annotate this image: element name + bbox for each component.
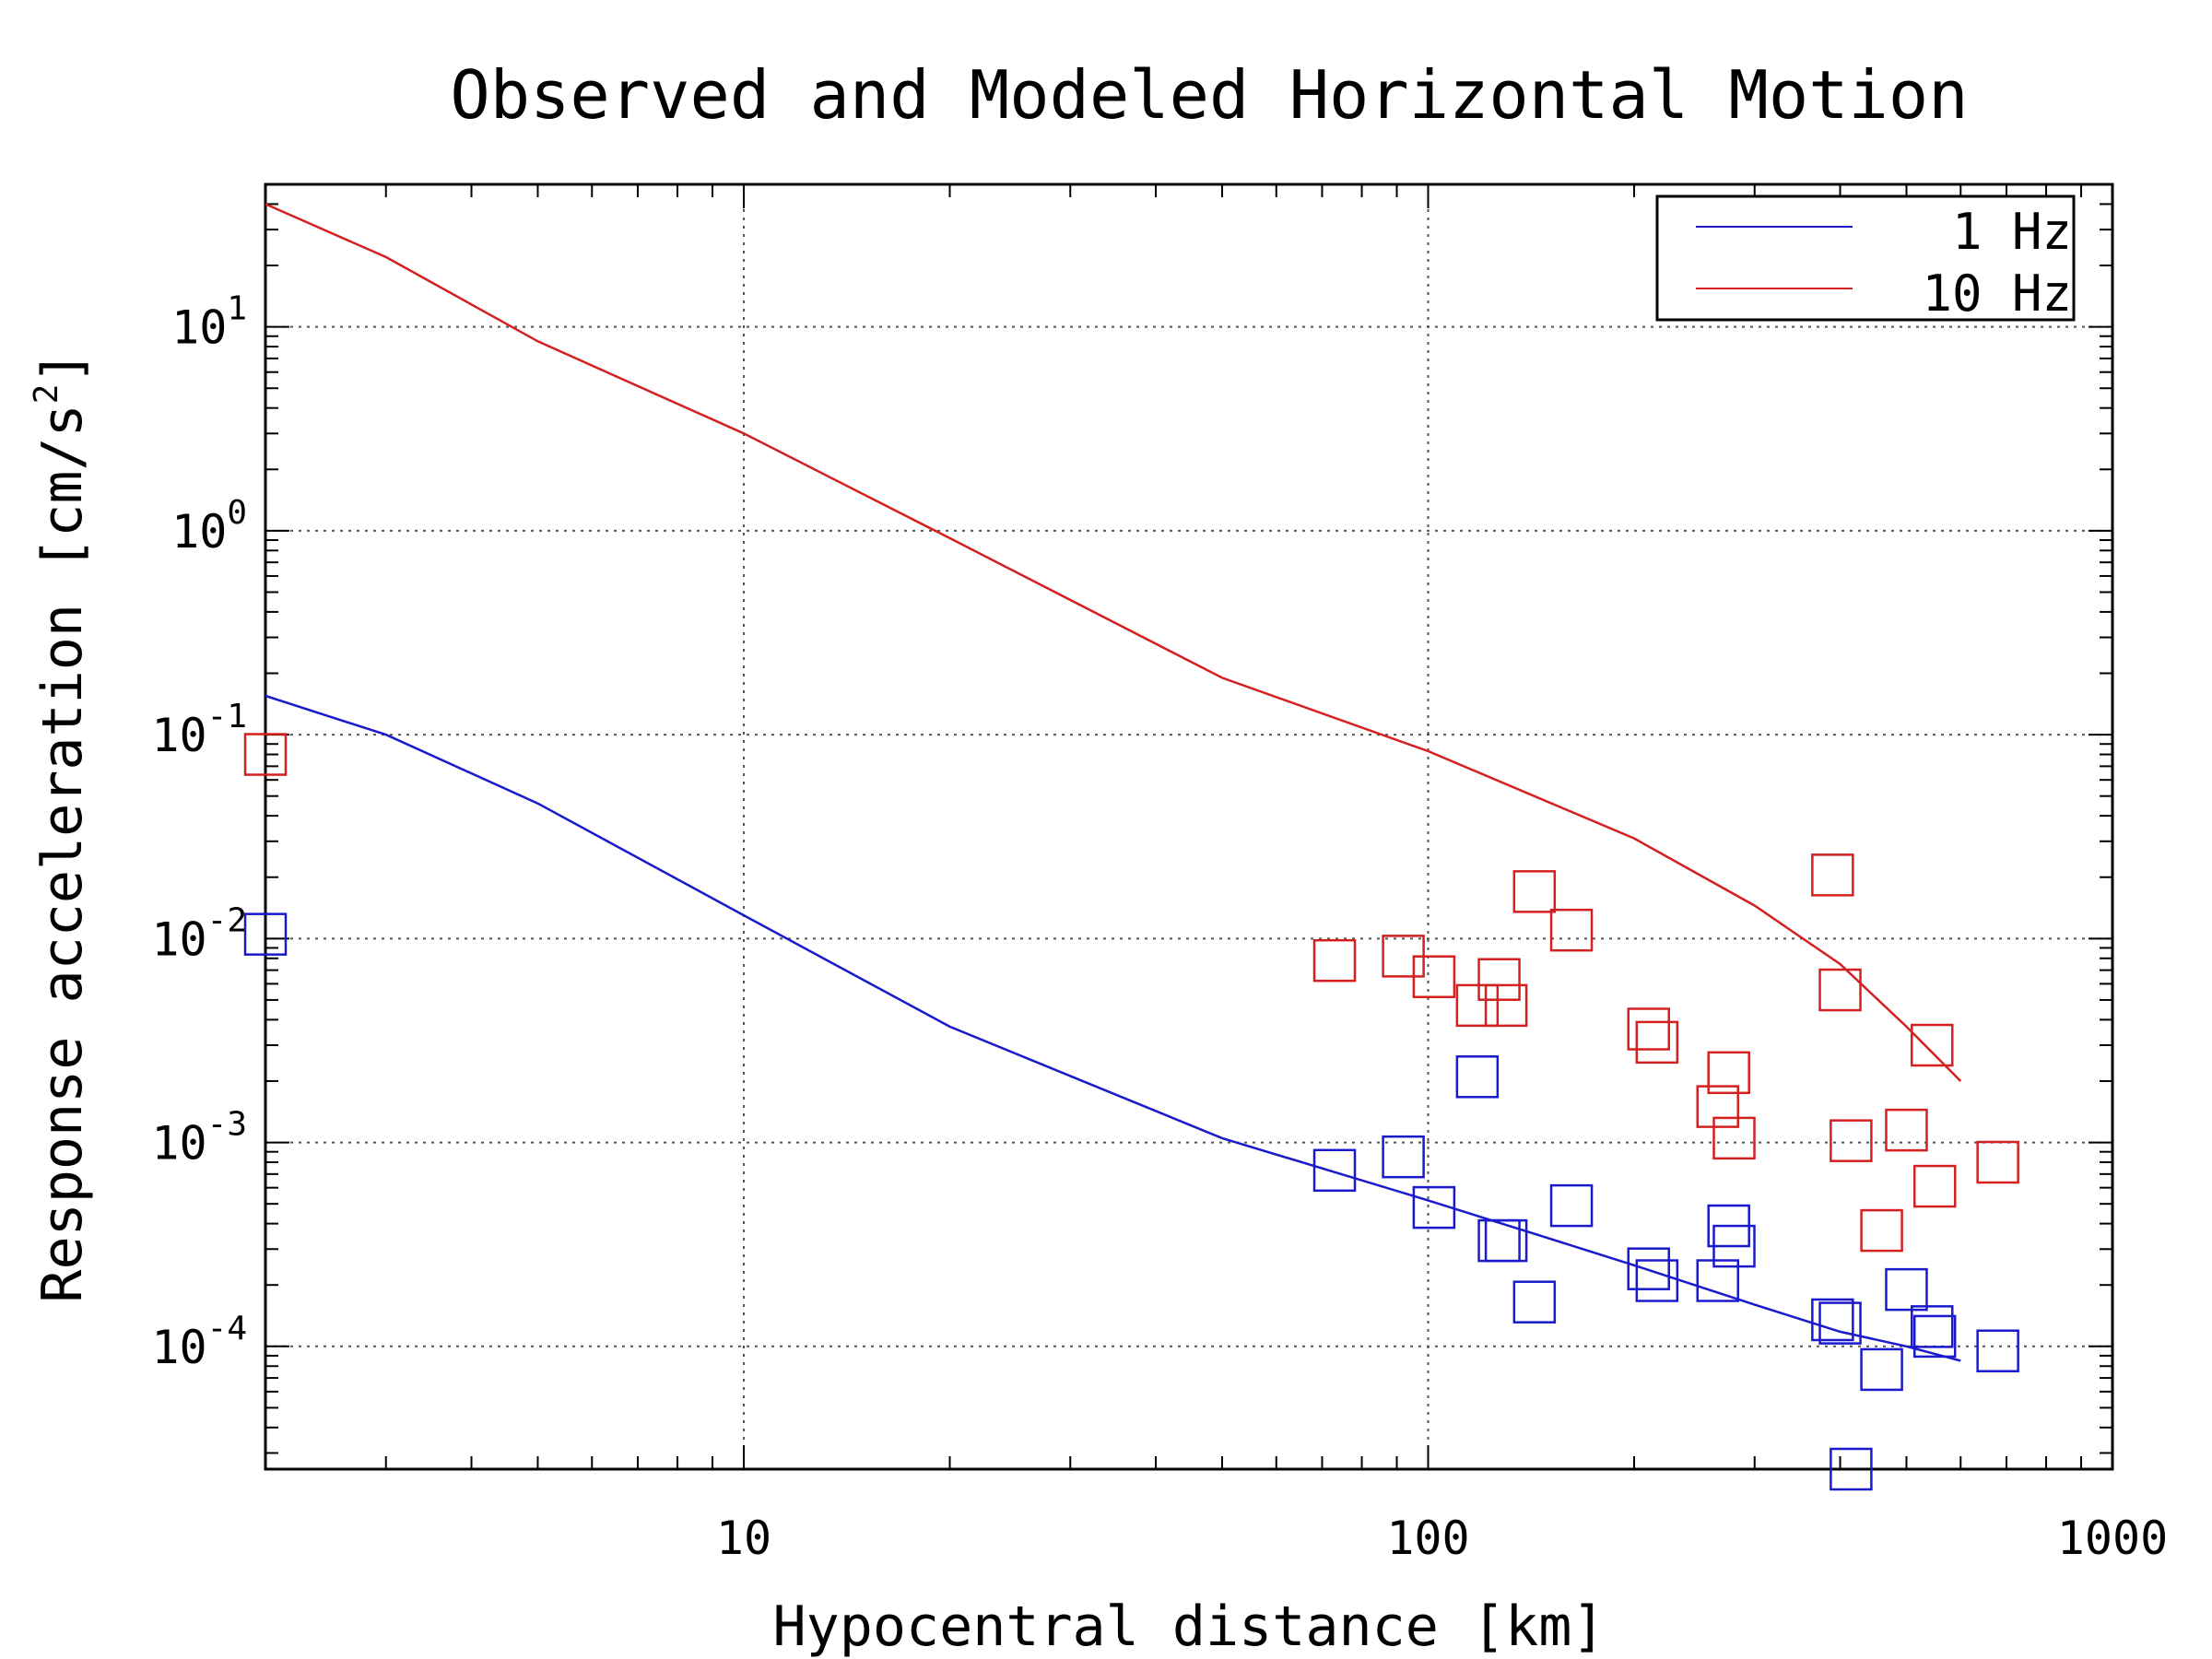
observed-point-10hz	[1712, 1116, 1756, 1160]
observed-point-1hz	[1811, 1298, 1854, 1342]
observed-point-10hz	[1627, 1007, 1670, 1051]
x-axis-label: Hypocentral distance [km]	[772, 1594, 1605, 1659]
observed-point-10hz	[1477, 958, 1521, 1001]
y-axis-label-sup: 2	[28, 384, 65, 405]
y-tick-label: 101	[171, 290, 247, 355]
observed-point-1hz	[1312, 1148, 1357, 1193]
y-axis-label: Response acceleration [cm/s2]	[28, 350, 95, 1302]
series-layer	[243, 203, 2019, 1491]
observed-point-10hz	[1811, 853, 1854, 897]
observed-point-1hz	[243, 912, 288, 956]
observed-point-1hz	[1885, 1267, 1928, 1312]
y-tick-label: 10-3	[151, 1106, 247, 1171]
observed-point-10hz	[1412, 955, 1456, 998]
legend-label-10hz: 10 Hz	[1922, 265, 2072, 323]
y-tick-label: 100	[171, 494, 247, 559]
observed-point-1hz	[1912, 1314, 1957, 1359]
observed-point-10hz	[1707, 1051, 1750, 1095]
observed-point-10hz	[1549, 908, 1594, 952]
observed-point-1hz	[1455, 1055, 1500, 1099]
observed-point-1hz	[1549, 1183, 1594, 1228]
x-tick-label: 10	[716, 1512, 771, 1565]
observed-point-1hz	[1635, 1259, 1679, 1302]
observed-point-1hz	[1512, 1280, 1557, 1324]
grid	[265, 184, 2112, 1469]
observed-point-1hz	[1860, 1347, 1903, 1392]
observed-point-1hz	[1484, 1218, 1528, 1263]
observed-point-10hz	[1696, 1085, 1740, 1128]
observed-point-10hz	[1860, 1208, 1903, 1253]
model-curve-10hz	[265, 203, 1962, 1082]
series-1hz	[243, 694, 2019, 1491]
x-tick-labels: 10 100 1000	[716, 1512, 2168, 1565]
observed-point-1hz	[1830, 1447, 1873, 1491]
legend-box	[1655, 194, 2076, 322]
x-tick-label: 1000	[2057, 1512, 2168, 1565]
observed-point-10hz	[1455, 983, 1500, 1028]
observed-point-1hz	[1911, 1305, 1954, 1348]
observed-point-10hz	[1912, 1164, 1957, 1208]
observed-point-1hz	[1976, 1329, 2019, 1372]
y-tick-label: 10-2	[151, 901, 247, 966]
y-axis-label-end: ]	[30, 350, 95, 383]
y-tick-labels: 10-4 10-3 10-2 10-1 100 101	[151, 290, 247, 1374]
observed-point-10hz	[1911, 1023, 1954, 1067]
observed-point-1hz	[1696, 1259, 1740, 1302]
x-tick-label: 100	[1386, 1512, 1469, 1565]
legend: 1 Hz 10 Hz	[1655, 194, 2076, 323]
model-curve-1hz	[265, 694, 1961, 1362]
chart-title: Observed and Modeled Horizontal Motion	[450, 56, 1968, 134]
observed-point-1hz	[1712, 1224, 1756, 1268]
observed-point-10hz	[1512, 870, 1557, 913]
series-10hz	[243, 203, 2019, 1253]
observed-point-1hz	[1382, 1135, 1425, 1179]
y-axis-label-main: Response acceleration [cm/s	[30, 404, 95, 1302]
plot-frame	[264, 182, 2114, 1471]
legend-label-1hz: 1 Hz	[1952, 203, 2072, 261]
observed-point-10hz	[243, 733, 288, 776]
observed-point-10hz	[1818, 968, 1862, 1012]
observed-point-10hz	[1312, 938, 1357, 982]
observed-point-10hz	[1976, 1140, 2019, 1184]
observed-point-10hz	[1885, 1108, 1928, 1152]
observed-point-10hz	[1830, 1119, 1873, 1162]
observed-point-1hz	[1412, 1185, 1456, 1230]
observed-point-10hz	[1635, 1020, 1679, 1065]
y-tick-label: 10-1	[151, 698, 247, 762]
observed-point-1hz	[1627, 1247, 1670, 1290]
observed-point-1hz	[1818, 1301, 1862, 1345]
observed-point-10hz	[1484, 983, 1528, 1028]
y-tick-label: 10-4	[151, 1310, 247, 1374]
